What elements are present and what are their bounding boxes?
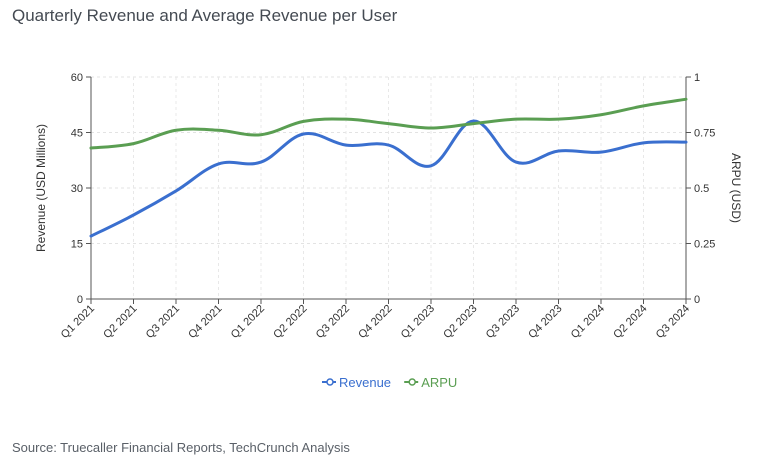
x-tick-label: Q1 2023 [399, 303, 437, 341]
legend-marker-icon [408, 378, 416, 386]
x-tick-label: Q4 2023 [526, 303, 564, 341]
y-tick-label: 15 [71, 239, 83, 251]
x-tick-label: Q4 2021 [186, 303, 224, 341]
legend-marker-icon [326, 378, 334, 386]
y-tick-label: 0 [77, 294, 83, 306]
legend-label: Revenue [339, 375, 391, 390]
x-tick-label: Q3 2023 [484, 303, 522, 341]
y2-tick-label: 1 [694, 72, 700, 84]
x-tick-label: Q1 2022 [229, 303, 267, 341]
y2-tick-label: 0 [694, 294, 700, 306]
x-tick-label: Q3 2021 [144, 303, 182, 341]
y2-axis-title: ARPU (USD) [729, 153, 743, 223]
x-tick-label: Q3 2024 [654, 303, 692, 341]
series-line-revenue [89, 119, 688, 238]
x-tick-label: Q2 2023 [441, 303, 479, 341]
legend-item-arpu: ARPU [404, 375, 457, 390]
y2-tick-label: 0.5 [694, 183, 709, 195]
x-tick-label: Q3 2022 [314, 303, 352, 341]
legend-label: ARPU [421, 375, 457, 390]
y-axis-title: Revenue (USD Millions) [34, 124, 48, 252]
series-lines [89, 97, 688, 238]
legend-item-revenue: Revenue [322, 375, 391, 390]
chart-title: Quarterly Revenue and Average Revenue pe… [12, 6, 398, 25]
y-tick-label: 45 [71, 128, 83, 140]
x-tick-label: Q2 2022 [271, 303, 309, 341]
y2-tick-label: 0.25 [694, 239, 715, 251]
x-tick-label: Q4 2022 [356, 303, 394, 341]
y-tick-label: 60 [71, 72, 83, 84]
legend: Revenue ARPU [322, 375, 457, 390]
source-note: Source: Truecaller Financial Reports, Te… [12, 440, 350, 455]
x-tick-label: Q1 2021 [59, 303, 97, 341]
x-tick-label: Q2 2021 [101, 303, 139, 341]
series-line-arpu [89, 97, 688, 150]
x-tick-label: Q2 2024 [611, 303, 649, 341]
y-tick-label: 30 [71, 183, 83, 195]
x-tick-label: Q1 2024 [569, 303, 607, 341]
y2-tick-label: 0.75 [694, 128, 715, 140]
